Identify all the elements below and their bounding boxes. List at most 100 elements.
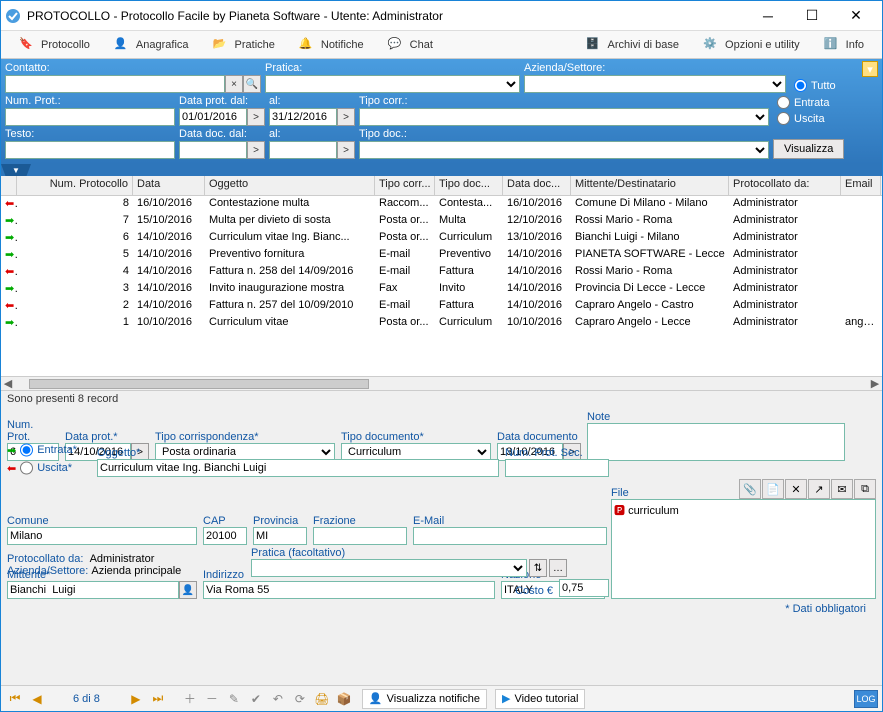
table-row[interactable]: ➡514/10/2016Preventivo fornituraE-mailPr…	[1, 247, 882, 264]
col-arrow[interactable]	[1, 176, 17, 195]
file-add-button[interactable]: 📎	[739, 479, 761, 499]
tab-info[interactable]: ℹ️Info	[812, 35, 876, 55]
tab-handle[interactable]: ▼	[1, 164, 31, 176]
col-mittente[interactable]: Mittente/Destinatario	[571, 176, 729, 195]
nav-prev-button[interactable]: ◀	[27, 689, 47, 709]
search-panel: ▾ Contatto: ×🔍 Pratica: Azienda/Settore:…	[1, 59, 882, 164]
datadocdal-cal-button[interactable]: >	[247, 141, 265, 159]
footer-bar: ⏮ ◀ 6 di 8 ▶ ⏭ ＋ － ✎ ✔ ↶ ⟳ 🖨 📦 👤Visualiz…	[1, 685, 882, 711]
datadocdal-input[interactable]	[179, 141, 247, 159]
tipodoc-label: Tipo documento*	[341, 431, 491, 443]
azienda-select[interactable]	[524, 75, 786, 93]
close-button[interactable]: ✕	[834, 2, 878, 30]
nav-edit-button[interactable]: ✎	[224, 689, 244, 709]
tipocorr-select[interactable]	[359, 108, 769, 126]
dataprotdal-input[interactable]	[179, 108, 247, 126]
table-row[interactable]: ➡715/10/2016Multa per divieto di sostaPo…	[1, 213, 882, 230]
visualizza-notifiche-button[interactable]: 👤Visualizza notifiche	[362, 689, 487, 709]
table-row[interactable]: ⬅214/10/2016Fattura n. 257 del 10/09/201…	[1, 298, 882, 315]
tab-protocollo[interactable]: 🔖Protocollo	[7, 35, 102, 55]
pratica-field[interactable]	[251, 559, 527, 577]
col-oggetto[interactable]: Oggetto	[205, 176, 375, 195]
dataprotal-cal-button[interactable]: >	[337, 108, 355, 126]
tab-label: Info	[846, 39, 864, 51]
col-data[interactable]: Data	[133, 176, 205, 195]
radio-entrata-detail[interactable]: ➡Entrata*	[7, 441, 91, 459]
contatto-label: Contatto:	[5, 62, 261, 74]
radio-uscita[interactable]: Uscita	[777, 112, 829, 125]
dataprotal-input[interactable]	[269, 108, 337, 126]
col-protda[interactable]: Protocollato da:	[729, 176, 841, 195]
radio-uscita-detail[interactable]: ⬅Uscita*	[7, 459, 91, 477]
cap-field[interactable]	[203, 527, 247, 545]
indirizzo-field[interactable]	[203, 581, 495, 599]
tipodoc-select[interactable]	[359, 141, 769, 159]
h-scrollbar[interactable]: ◀▶	[1, 376, 882, 390]
grid-body[interactable]: ⬅816/10/2016Contestazione multaRaccom...…	[1, 196, 882, 376]
nav-extra-button[interactable]: 📦	[334, 689, 354, 709]
file-delete-button[interactable]: ✕	[785, 479, 807, 499]
nav-add-button[interactable]: ＋	[180, 689, 200, 709]
radio-entrata[interactable]: Entrata	[777, 96, 829, 109]
tab-pratiche[interactable]: 📂Pratiche	[201, 35, 287, 55]
dataprotdal-cal-button[interactable]: >	[247, 108, 265, 126]
file-item[interactable]: curriculum	[628, 505, 679, 517]
nav-print-button[interactable]: 🖨	[312, 689, 332, 709]
mittente-lookup-button[interactable]: 👤	[179, 581, 197, 599]
file-list[interactable]: 🅿 curriculum	[611, 499, 876, 599]
tab-anagrafica[interactable]: 👤Anagrafica	[102, 35, 201, 55]
nav-del-button[interactable]: －	[202, 689, 222, 709]
pratica-btn2[interactable]: …	[549, 559, 567, 577]
table-row[interactable]: ➡614/10/2016Curriculum vitae Ing. Bianc.…	[1, 230, 882, 247]
col-datadoc[interactable]: Data doc...	[503, 176, 571, 195]
tab-notifiche[interactable]: 🔔Notifiche	[287, 35, 376, 55]
tab-chat[interactable]: 💬Chat	[376, 35, 445, 55]
contatto-input[interactable]	[5, 75, 225, 93]
search-contatto-button[interactable]: 🔍	[243, 75, 261, 93]
frazione-field[interactable]	[313, 527, 407, 545]
numprot-input[interactable]	[5, 108, 175, 126]
radio-tutto[interactable]: Tutto	[794, 79, 836, 92]
mittente-field[interactable]	[7, 581, 179, 599]
tab-archivi[interactable]: 🗄️Archivi di base	[574, 35, 692, 55]
filter-icon[interactable]: ▾	[862, 61, 878, 77]
video-tutorial-button[interactable]: ▶Video tutorial	[495, 689, 585, 709]
numprotsec-field[interactable]	[505, 459, 609, 477]
col-tipocorr[interactable]: Tipo corr...	[375, 176, 435, 195]
file-mail-button[interactable]: ✉	[831, 479, 853, 499]
email-field[interactable]	[413, 527, 607, 545]
file-scan-button[interactable]: 📄	[762, 479, 784, 499]
nav-refresh-button[interactable]: ⟳	[290, 689, 310, 709]
azsett-label: Azienda/Settore:	[7, 565, 88, 577]
clear-contatto-button[interactable]: ×	[225, 75, 243, 93]
minimize-button[interactable]: ─	[746, 2, 790, 30]
costo-field[interactable]	[559, 579, 609, 597]
nav-cancel-button[interactable]: ↶	[268, 689, 288, 709]
maximize-button[interactable]: ☐	[790, 2, 834, 30]
datadocal-input[interactable]	[269, 141, 337, 159]
col-num[interactable]: Num. Protocollo	[17, 176, 133, 195]
nav-save-button[interactable]: ✔	[246, 689, 266, 709]
comune-field[interactable]	[7, 527, 197, 545]
nav-last-button[interactable]: ⏭	[148, 689, 168, 709]
table-row[interactable]: ⬅414/10/2016Fattura n. 258 del 14/09/201…	[1, 264, 882, 281]
table-row[interactable]: ➡110/10/2016Curriculum vitaePosta or...C…	[1, 315, 882, 332]
file-open-button[interactable]: ↗	[808, 479, 830, 499]
datadocal-cal-button[interactable]: >	[337, 141, 355, 159]
table-row[interactable]: ➡314/10/2016Invito inaugurazione mostraF…	[1, 281, 882, 298]
pratica-select[interactable]	[265, 75, 520, 93]
col-email[interactable]: Email	[841, 176, 881, 195]
testo-input[interactable]	[5, 141, 175, 159]
oggetto-field[interactable]	[97, 459, 499, 477]
file-copy-button[interactable]: ⧉	[854, 479, 876, 499]
pratica-btn1[interactable]: ⇅	[529, 559, 547, 577]
nav-next-button[interactable]: ▶	[126, 689, 146, 709]
col-tipodoc[interactable]: Tipo doc...	[435, 176, 503, 195]
table-row[interactable]: ⬅816/10/2016Contestazione multaRaccom...…	[1, 196, 882, 213]
note-field[interactable]	[587, 423, 845, 461]
tab-opzioni[interactable]: ⚙️Opzioni e utility	[691, 35, 812, 55]
log-button[interactable]: LOG	[854, 690, 878, 708]
provincia-field[interactable]	[253, 527, 307, 545]
nav-first-button[interactable]: ⏮	[5, 689, 25, 709]
visualizza-button[interactable]: Visualizza	[773, 139, 844, 159]
